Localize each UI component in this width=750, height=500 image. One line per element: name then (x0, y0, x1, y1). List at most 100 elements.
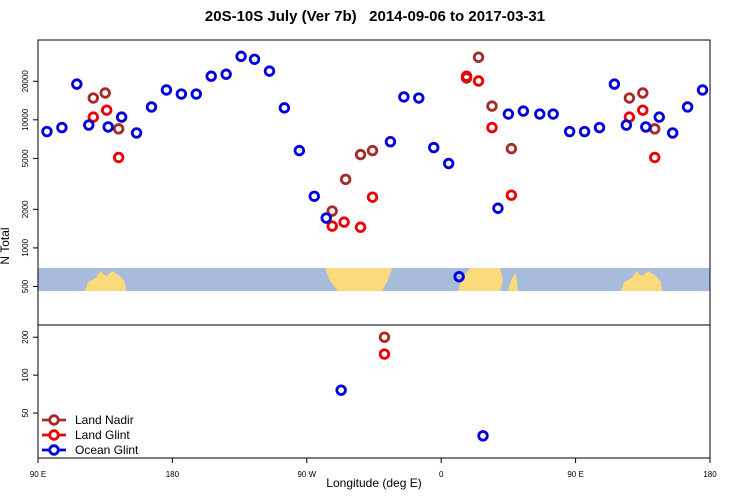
data-point (112, 151, 125, 164)
y-tick-label: 500 (21, 279, 30, 293)
land-shape (85, 271, 126, 291)
data-point (696, 84, 709, 96)
x-tick-label: 90 E (567, 470, 583, 479)
x-tick-label: 0 (439, 470, 444, 479)
data-point (477, 430, 489, 442)
data-point (666, 127, 679, 139)
data-point (263, 65, 276, 77)
data-point (220, 68, 232, 80)
land-shape (621, 271, 662, 291)
data-point (442, 157, 455, 170)
data-point (100, 104, 113, 116)
data-point (326, 220, 338, 232)
x-tick-label: 180 (703, 470, 717, 479)
data-point (384, 135, 397, 148)
data-point (248, 53, 261, 65)
data-point (354, 221, 367, 233)
land-shape (508, 273, 518, 291)
data-point (99, 87, 111, 99)
data-point (87, 92, 99, 104)
data-point (534, 108, 546, 120)
data-point (339, 173, 352, 186)
data-point (623, 92, 636, 104)
data-point (453, 270, 465, 283)
data-point (472, 75, 485, 87)
data-point (87, 111, 99, 123)
y-tick-label: 1000 (21, 238, 30, 256)
x-tick-label: 90 W (297, 470, 316, 479)
data-point (335, 384, 347, 396)
y-axis-label: N Total (0, 227, 12, 264)
map-strip (38, 268, 710, 291)
data-point (428, 141, 440, 154)
y-tick-label: 20000 (21, 70, 30, 93)
legend-marker (48, 444, 60, 456)
data-point (492, 202, 504, 214)
y-tick-label: 100 (21, 368, 30, 382)
data-point (378, 331, 391, 343)
data-point (620, 119, 633, 131)
legend-label: Land Glint (75, 428, 130, 442)
data-point (649, 151, 661, 164)
y-tick-label: 5000 (21, 149, 30, 167)
data-point (293, 144, 306, 157)
x-tick-label: 180 (166, 470, 180, 479)
data-point (160, 84, 173, 96)
data-point (190, 88, 202, 100)
x-tick-label: 90 E (30, 470, 46, 479)
y-tick-label: 2000 (21, 200, 30, 218)
data-point (637, 87, 649, 99)
data-point (681, 101, 694, 113)
data-point (593, 121, 606, 134)
data-point (320, 212, 332, 224)
data-point (472, 51, 485, 63)
data-point (354, 148, 367, 161)
data-point (130, 127, 143, 139)
data-point (205, 70, 217, 82)
data-point (563, 125, 576, 138)
data-point (486, 121, 498, 134)
y-tick-label: 10000 (21, 108, 30, 131)
data-point (653, 111, 665, 123)
data-point (578, 125, 591, 138)
data-point (502, 108, 515, 120)
data-point (366, 191, 379, 203)
data-point (175, 88, 188, 100)
x-axis-label: Longitude (deg E) (326, 476, 421, 490)
legend-label: Ocean Glint (75, 443, 139, 457)
data-point (308, 190, 320, 202)
data-point (145, 101, 158, 113)
data-point (637, 104, 649, 116)
legend-label: Land Nadir (75, 413, 134, 427)
data-point (71, 78, 83, 90)
data-point (41, 125, 53, 138)
data-point (505, 142, 518, 155)
data-point (338, 216, 350, 228)
land-shape (458, 268, 503, 291)
legend-marker (48, 414, 60, 426)
data-point (278, 102, 291, 114)
data-point (235, 50, 247, 63)
data-point (326, 205, 338, 217)
data-point (112, 123, 125, 135)
y-tick-label: 200 (21, 330, 30, 344)
y-tick-label: 50 (21, 408, 30, 417)
data-point (608, 78, 621, 90)
plot-frame (37, 324, 711, 459)
data-point (640, 121, 652, 133)
data-point (115, 111, 128, 123)
data-point (486, 100, 498, 112)
chart-title: 20S-10S July (Ver 7b) 2014-09-06 to 2017… (205, 8, 545, 25)
data-point (56, 121, 68, 134)
data-point (102, 121, 114, 133)
land-shape (325, 268, 392, 291)
data-point (83, 119, 95, 131)
data-point (547, 108, 559, 120)
data-point (460, 70, 473, 82)
data-point (517, 105, 530, 117)
data-point (413, 92, 425, 104)
data-point (505, 189, 518, 201)
legend-marker (48, 429, 60, 441)
data-point (366, 144, 379, 157)
